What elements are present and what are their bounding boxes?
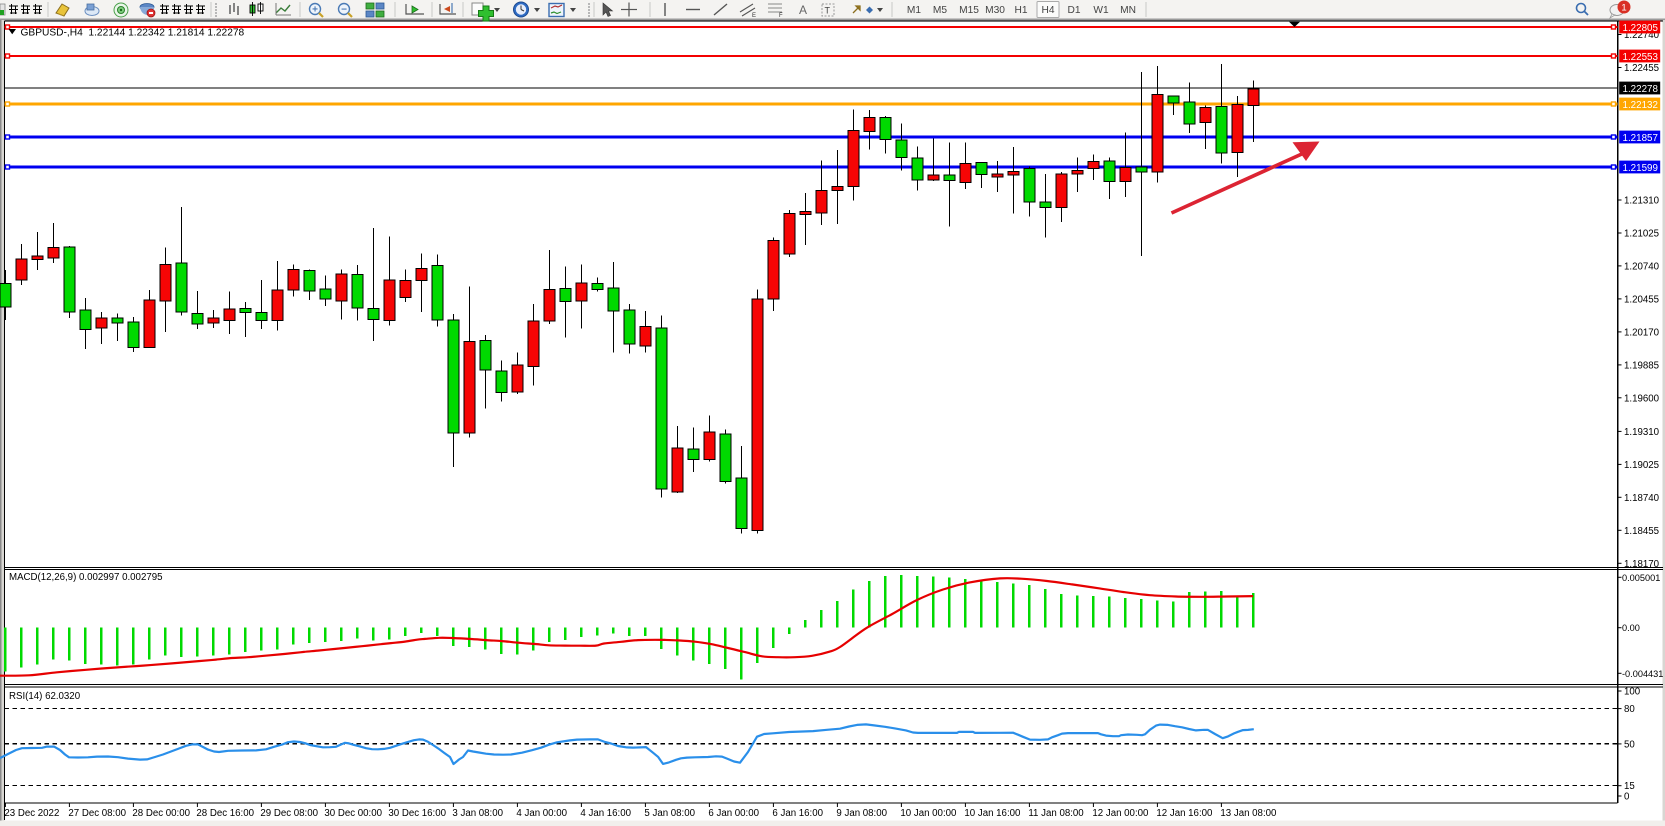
svg-text:50: 50	[1624, 739, 1635, 750]
svg-text:1.21025: 1.21025	[1624, 229, 1659, 240]
svg-text:13 Jan 08:00: 13 Jan 08:00	[1220, 808, 1277, 819]
svg-text:29 Dec 08:00: 29 Dec 08:00	[260, 808, 318, 819]
svg-text:A: A	[799, 3, 807, 17]
svg-text:9 Jan 08:00: 9 Jan 08:00	[836, 808, 887, 819]
svg-text:MACD(12,26,9) 0.002997 0.00279: MACD(12,26,9) 0.002997 0.002795	[9, 572, 163, 583]
svg-text:30 Dec 00:00: 30 Dec 00:00	[324, 808, 382, 819]
svg-text:11 Jan 08:00: 11 Jan 08:00	[1028, 808, 1084, 819]
svg-text:GBPUSD-,H4 1.22144 1.22342 1.: GBPUSD-,H4 1.22144 1.22342 1.21814 1.222…	[21, 28, 245, 39]
svg-text:3 Jan 08:00: 3 Jan 08:00	[452, 808, 503, 819]
svg-text:6 Jan 00:00: 6 Jan 00:00	[708, 808, 759, 819]
svg-text:M1: M1	[907, 5, 921, 16]
svg-text:RSI(14) 62.0320: RSI(14) 62.0320	[9, 691, 81, 702]
svg-text:T: T	[825, 6, 831, 16]
svg-text:1.19885: 1.19885	[1624, 360, 1659, 371]
svg-text:12 Jan 00:00: 12 Jan 00:00	[1092, 808, 1149, 819]
svg-text:10 Jan 00:00: 10 Jan 00:00	[900, 808, 957, 819]
svg-text:100: 100	[1624, 687, 1641, 698]
svg-text:-0.004431: -0.004431	[1622, 669, 1663, 679]
svg-text:15: 15	[1624, 781, 1635, 792]
svg-text:23 Dec 2022: 23 Dec 2022	[4, 808, 59, 819]
svg-text:1.22455: 1.22455	[1624, 63, 1659, 74]
svg-text:M5: M5	[933, 5, 947, 16]
svg-text:F: F	[779, 13, 783, 19]
svg-text:0: 0	[1624, 792, 1630, 803]
svg-text:1.19310: 1.19310	[1624, 427, 1660, 438]
svg-text:E: E	[752, 13, 756, 19]
svg-text:10 Jan 16:00: 10 Jan 16:00	[964, 808, 1021, 819]
svg-text:28 Dec 16:00: 28 Dec 16:00	[196, 808, 254, 819]
svg-text:+: +	[312, 5, 318, 16]
svg-text:28 Dec 00:00: 28 Dec 00:00	[132, 808, 190, 819]
svg-text:1.22132: 1.22132	[1623, 100, 1658, 111]
svg-text:MN: MN	[1120, 5, 1136, 16]
svg-text:1.19025: 1.19025	[1624, 460, 1659, 471]
svg-text:1.22553: 1.22553	[1623, 52, 1659, 63]
svg-text:M30: M30	[985, 5, 1005, 16]
svg-text:4 Jan 16:00: 4 Jan 16:00	[580, 808, 631, 819]
svg-text:1.19600: 1.19600	[1624, 393, 1660, 404]
svg-text:1.22278: 1.22278	[1623, 84, 1659, 95]
svg-text:4 Jan 00:00: 4 Jan 00:00	[516, 808, 567, 819]
svg-text:1: 1	[1621, 3, 1626, 14]
svg-text:1.21310: 1.21310	[1624, 196, 1660, 207]
svg-text:30 Dec 16:00: 30 Dec 16:00	[388, 808, 446, 819]
svg-text:1.18170: 1.18170	[1624, 559, 1660, 570]
svg-text:D1: D1	[1067, 5, 1080, 16]
svg-text:1.20740: 1.20740	[1624, 261, 1660, 272]
svg-text:M15: M15	[959, 5, 979, 16]
svg-text:0.005001: 0.005001	[1622, 573, 1660, 583]
svg-text:H1: H1	[1014, 5, 1027, 16]
svg-text:H4: H4	[1041, 5, 1054, 16]
svg-text:5 Jan 08:00: 5 Jan 08:00	[644, 808, 695, 819]
svg-text:1.21857: 1.21857	[1623, 133, 1658, 144]
svg-text:1.20170: 1.20170	[1624, 327, 1660, 338]
svg-text:W1: W1	[1093, 5, 1109, 16]
svg-text:1.18455: 1.18455	[1624, 526, 1659, 537]
svg-text:1.20455: 1.20455	[1624, 294, 1659, 305]
svg-text:1.18740: 1.18740	[1624, 493, 1660, 504]
svg-text:1.21599: 1.21599	[1623, 163, 1658, 174]
svg-text:27 Dec 08:00: 27 Dec 08:00	[68, 808, 126, 819]
svg-text:12 Jan 16:00: 12 Jan 16:00	[1156, 808, 1213, 819]
svg-text:1.22805: 1.22805	[1623, 23, 1659, 34]
svg-text:80: 80	[1624, 704, 1635, 715]
svg-text:6 Jan 16:00: 6 Jan 16:00	[772, 808, 823, 819]
svg-text:1.22740: 1.22740	[1624, 30, 1660, 41]
svg-text:0.00: 0.00	[1622, 623, 1640, 633]
svg-text:−: −	[341, 5, 347, 16]
